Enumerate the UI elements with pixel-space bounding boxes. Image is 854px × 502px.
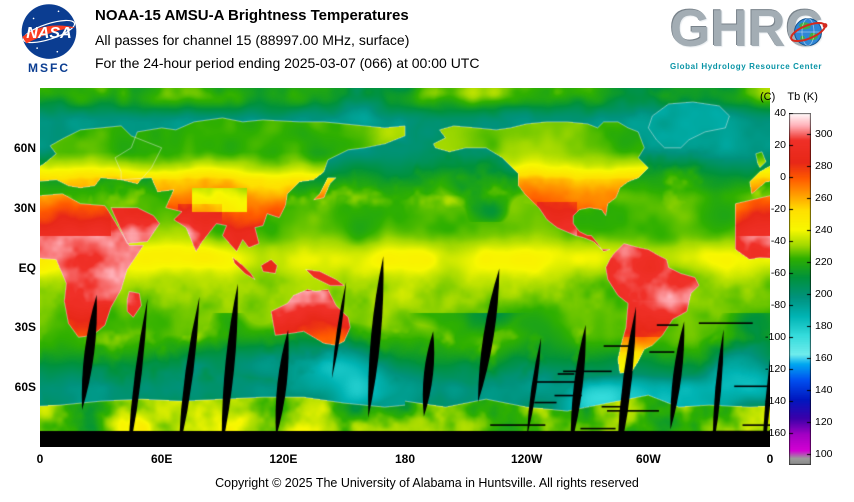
lon-tick-label: 0: [36, 452, 44, 466]
colorbar-kelvin-tick-label: 280: [815, 159, 833, 172]
lat-tick-label: 60N: [13, 140, 36, 155]
colorbar-kelvin-tick-label: 120: [815, 415, 833, 428]
colorbar-celsius-tick-label: -80: [770, 299, 786, 311]
lon-tick-label: 60E: [150, 452, 173, 466]
colorbar-units: (C) Tb (K): [760, 91, 818, 103]
lat-tick-label: EQ: [18, 260, 36, 275]
lat-tick-label: 30N: [13, 200, 36, 215]
page-subtitle-period: For the 24-hour period ending 2025-03-07…: [95, 55, 480, 71]
lat-tick-label: 30S: [14, 320, 36, 335]
colorbar-celsius-tick-label: 40: [774, 107, 786, 119]
colorbar-unit-kelvin: Tb (K): [787, 91, 818, 103]
colorbar-celsius-tick-label: -100: [764, 331, 786, 343]
colorbar-kelvin-tick-label: 300: [815, 127, 833, 140]
colorbar-celsius-tick-label: -20: [770, 203, 786, 215]
lon-tick-label: 180: [394, 452, 416, 466]
colorbar-celsius-tick-label: 20: [774, 139, 786, 151]
ghrc-wordmark: GHRC: [670, 3, 848, 56]
lon-tick-label: 120W: [510, 452, 543, 466]
page-subtitle-channel: All passes for channel 15 (88997.00 MHz,…: [95, 32, 410, 48]
ghrc-globe-icon: [789, 18, 827, 46]
ghrc-tagline: Global Hydrology Resource Center: [670, 62, 823, 71]
ghrc-logo: GHRC Global Hydrology Resource Center: [670, 3, 848, 71]
lat-tick-label: 60S: [14, 380, 36, 395]
colorbar-kelvin-tick-label: 160: [815, 351, 833, 364]
colorbar-celsius-tick-label: -140: [764, 395, 786, 407]
nasa-logo: NASA MSFC: [10, 3, 88, 75]
colorbar-kelvin-tick-label: 100: [815, 447, 833, 460]
nasa-wordmark: NASA: [26, 24, 71, 42]
colorbar-celsius-tick-label: -120: [764, 363, 786, 375]
colorbar: [789, 113, 811, 465]
lon-tick-label: 0: [766, 452, 774, 466]
colorbar-kelvin-tick-label: 140: [815, 383, 833, 396]
colorbar-celsius-tick-label: 0: [780, 171, 786, 183]
copyright-footer: Copyright © 2025 The University of Alaba…: [215, 476, 639, 490]
colorbar-celsius-tick-label: -60: [770, 267, 786, 279]
colorbar-kelvin-tick-label: 180: [815, 319, 833, 332]
ghrc-wordmark-prefix: GHR: [670, 0, 786, 58]
nasa-msfc-label: MSFC: [28, 61, 70, 75]
colorbar-celsius-tick-label: -40: [770, 235, 786, 247]
colorbar-unit-celsius: (C): [760, 91, 776, 103]
nasa-insignia-icon: NASA: [21, 4, 77, 59]
page-title: NOAA-15 AMSU-A Brightness Temperatures: [95, 7, 409, 24]
title-block: NOAA-15 AMSU-A Brightness Temperatures A…: [95, 7, 479, 71]
colorbar-celsius-tick-label: -160: [764, 427, 786, 439]
brightness-temperature-map: [40, 88, 770, 447]
lon-tick-label: 120E: [269, 452, 298, 466]
colorbar-kelvin-tick-label: 200: [815, 287, 833, 300]
colorbar-kelvin-tick-label: 240: [815, 223, 833, 236]
colorbar-kelvin-tick-label: 260: [815, 191, 833, 204]
lon-tick-label: 60W: [635, 452, 661, 466]
colorbar-kelvin-tick-label: 220: [815, 255, 833, 268]
